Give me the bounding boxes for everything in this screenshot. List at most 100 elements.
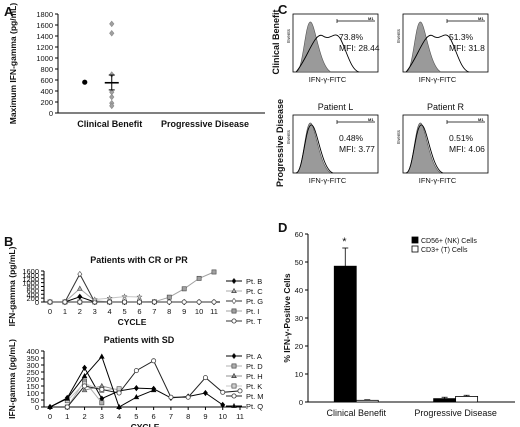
- sample-curve: [295, 34, 360, 73]
- data-point-pt-t: [122, 299, 128, 305]
- sample-curve: [405, 34, 470, 73]
- y-tick-label: 50: [295, 258, 303, 267]
- data-point-pt-q: [150, 387, 157, 393]
- y-tick-label: 100: [26, 389, 39, 398]
- y-tick-label: 400: [26, 290, 39, 299]
- data-point: [82, 79, 88, 85]
- y-tick-label: 60: [295, 230, 303, 239]
- data-point-pt-i: [181, 286, 187, 292]
- row-label-progressive-disease: Progressive Disease: [275, 99, 285, 187]
- data-point-pt-m: [185, 394, 191, 400]
- gate-label: M1: [478, 117, 484, 122]
- x-tick-label: 10: [195, 307, 203, 316]
- y-tick-label: 0: [49, 109, 53, 118]
- panel-label-b: B: [4, 234, 13, 249]
- data-point-pt-m: [202, 375, 208, 381]
- y-axis-label: % IFN-γ-Positive Cells: [282, 273, 292, 363]
- legend-entry: Pt. B: [246, 277, 262, 286]
- histogram-plot: M1 0.51%MFI: 4.06 Events IFN-γ-FITC: [396, 114, 489, 185]
- sample-curve: [295, 124, 334, 174]
- data-point-pt-q: [116, 403, 122, 409]
- data-point-pt-i: [196, 275, 202, 281]
- x-tick-label: 1: [63, 307, 67, 316]
- data-point-pt-t: [151, 299, 157, 305]
- data-point-pt-m: [64, 404, 70, 410]
- data-point-pt-c: [77, 285, 83, 291]
- y-tick-label: 600: [26, 286, 39, 295]
- panel-label-d: D: [278, 220, 287, 235]
- y-tick-label: 200: [40, 98, 53, 107]
- percent-positive: 0.51%: [449, 133, 474, 143]
- data-point-pt-i: [166, 294, 172, 300]
- legend-entry: Pt. H: [246, 372, 263, 381]
- legend-marker: [231, 372, 237, 378]
- data-point: [109, 20, 115, 28]
- data-point-unlabeled: [106, 294, 113, 301]
- data-point-pt-m: [116, 390, 122, 396]
- data-point-pt-a: [202, 389, 208, 397]
- y-axis-label: IFN-gamma (pg/mL): [7, 246, 17, 326]
- data-point-pt-a: [133, 384, 139, 392]
- y-tick-label: 1600: [22, 267, 39, 276]
- bar-cd56-nk-cells: [333, 265, 357, 403]
- data-point-pt-t: [136, 299, 142, 305]
- y-tick-label: 400: [40, 87, 53, 96]
- data-point-unlabeled: [121, 293, 128, 300]
- x-tick-label: 9: [203, 412, 207, 421]
- bar-cd56-nk-cells: [433, 398, 457, 403]
- panel-label-a: A: [4, 4, 14, 19]
- series-line-pt-i: [50, 271, 215, 303]
- legend-entry: Pt. Q: [246, 402, 263, 411]
- legend-entry: Pt. C: [246, 287, 263, 296]
- control-peak: [405, 21, 442, 73]
- legend-marker: [231, 318, 237, 324]
- data-point-pt-t: [77, 299, 83, 305]
- legend-marker: [231, 277, 237, 285]
- data-point-pt-q: [81, 373, 88, 379]
- y-axis-label: Maximum IFN-gamma (pg/mL): [8, 3, 18, 125]
- x-tick-label: 3: [100, 412, 104, 421]
- data-point-pt-m: [151, 358, 157, 364]
- data-point: [109, 93, 115, 101]
- x-tick-label: 10: [219, 412, 227, 421]
- y-tick-label: 300: [26, 361, 39, 370]
- y-axis-label: IFN-gamma (pg/mL): [7, 339, 17, 419]
- series-line-unlabeled: [94, 296, 140, 300]
- percent-positive: 73.8%: [339, 32, 364, 42]
- y-tick-label: 400: [26, 347, 39, 356]
- y-axis-label: Events: [396, 28, 401, 43]
- legend-marker: [231, 383, 237, 389]
- data-point-pt-k: [116, 386, 122, 392]
- data-point-pt-m: [133, 368, 139, 374]
- control-peak: [295, 21, 332, 73]
- panel-label-c: C: [278, 2, 288, 17]
- y-tick-label: 200: [26, 294, 39, 303]
- data-point-pt-q: [99, 353, 105, 359]
- legend-entry: Pt. D: [246, 362, 263, 371]
- data-point-pt-t: [166, 299, 172, 305]
- y-tick-label: 0: [35, 403, 39, 412]
- data-point-pt-a: [220, 401, 226, 409]
- y-tick-label: 10: [295, 370, 303, 379]
- data-point-pt-t: [211, 299, 217, 305]
- legend-swatch: [411, 245, 419, 253]
- x-tick-label: 0: [48, 412, 52, 421]
- y-tick-label: 1000: [36, 54, 53, 63]
- legend-entry: Pt. G: [246, 297, 263, 306]
- x-tick-label: 2: [82, 412, 86, 421]
- y-axis-label: Events: [286, 28, 291, 43]
- y-axis-label: Events: [286, 129, 291, 144]
- x-axis-label: IFN-γ-FITC: [309, 75, 347, 84]
- y-tick-label: 200: [26, 375, 39, 384]
- mfi-value: MFI: 3.77: [339, 144, 375, 154]
- x-tick-label: 11: [210, 307, 218, 316]
- x-axis-label: IFN-γ-FITC: [419, 176, 457, 185]
- y-tick-label: 150: [26, 382, 39, 391]
- mfi-value: MFI: 31.8: [449, 43, 485, 53]
- column-label: Patient L: [318, 102, 354, 112]
- category-label: Clinical Benefit: [77, 119, 142, 129]
- chart-title: Patients with CR or PR: [90, 255, 188, 265]
- data-point-pt-m: [237, 388, 243, 394]
